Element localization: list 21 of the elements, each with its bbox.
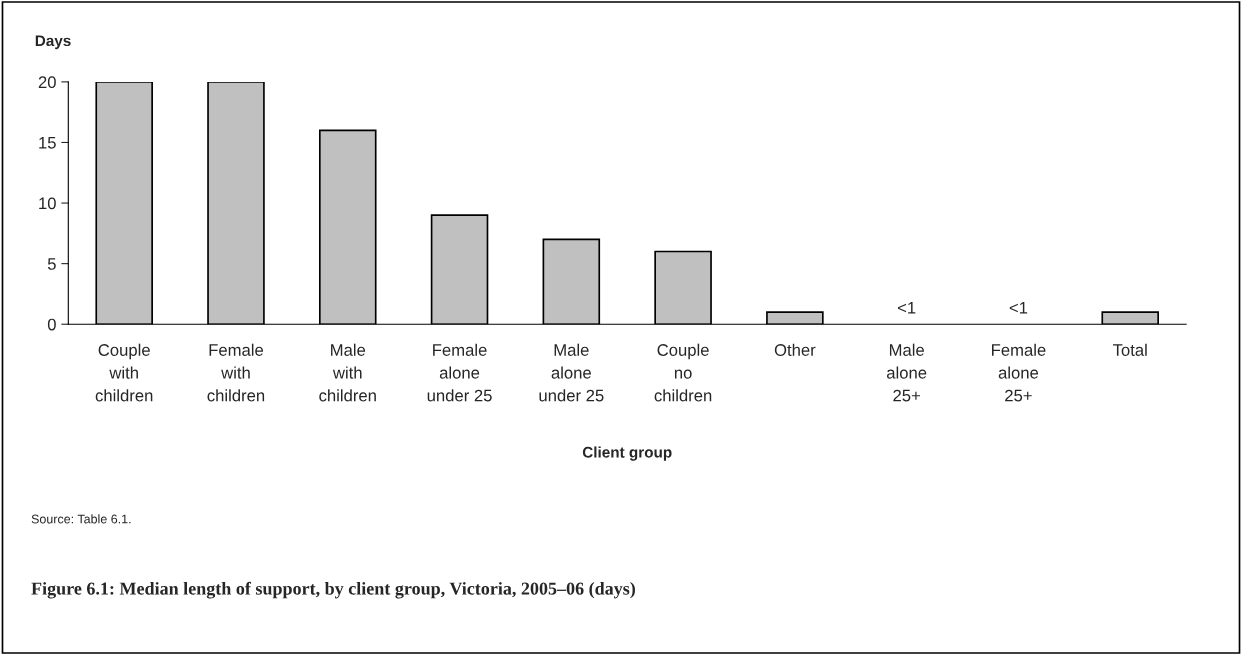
x-tick-label: Female alone under 25 — [427, 343, 492, 402]
x-tick-label: Male alone 25+ — [886, 343, 927, 402]
x-tick-label: Female alone 25+ — [992, 343, 1046, 402]
x-tick-label: Female with children — [207, 343, 265, 402]
x-tick-label: Other — [774, 343, 816, 356]
text: Figure 6.1: Median length of support, by client group, Victoria, 2005–06 (days) — [31, 581, 635, 599]
x-tick-label: Total — [1113, 343, 1147, 356]
x-tick-label: Male alone under 25 — [539, 343, 604, 402]
y-tick-label: 15 — [39, 137, 56, 149]
y-tick-label: 10 — [39, 197, 56, 210]
y-tick-label: 0 — [47, 318, 56, 331]
data-label: <1 — [1009, 302, 1028, 314]
x-axis-title: Client group — [582, 446, 672, 461]
y-axis-title: Days — [35, 35, 71, 50]
source-note: Source: Table 6.1. — [31, 514, 131, 524]
y-tick-label: 5 — [47, 258, 56, 270]
x-tick-label: Couple no children — [654, 343, 712, 402]
data-label: <1 — [897, 302, 916, 314]
y-tick-label: 20 — [38, 76, 56, 89]
x-tick-label: Male with children — [319, 343, 376, 402]
x-tick-label: Couple with children — [95, 343, 153, 402]
